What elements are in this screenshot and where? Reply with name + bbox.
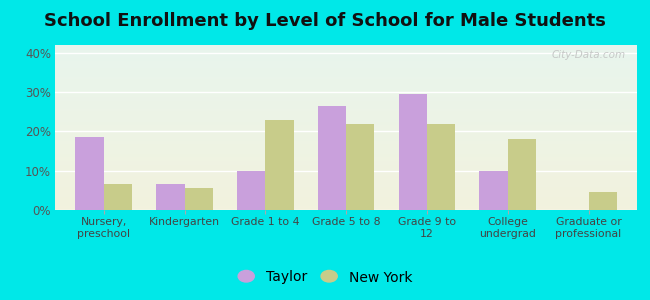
Bar <box>156 184 185 210</box>
Legend: Taylor, New York: Taylor, New York <box>232 265 418 290</box>
Bar <box>237 171 265 210</box>
Bar <box>185 188 213 210</box>
Text: City-Data.com: City-Data.com <box>551 50 625 60</box>
Bar <box>104 184 132 210</box>
Bar <box>480 171 508 210</box>
Bar <box>427 124 455 210</box>
Bar <box>346 124 374 210</box>
Bar <box>508 139 536 210</box>
Bar <box>265 120 294 210</box>
Bar <box>75 137 104 210</box>
Text: School Enrollment by Level of School for Male Students: School Enrollment by Level of School for… <box>44 12 606 30</box>
Bar <box>588 192 617 210</box>
Bar <box>318 106 346 210</box>
Bar <box>398 94 427 210</box>
